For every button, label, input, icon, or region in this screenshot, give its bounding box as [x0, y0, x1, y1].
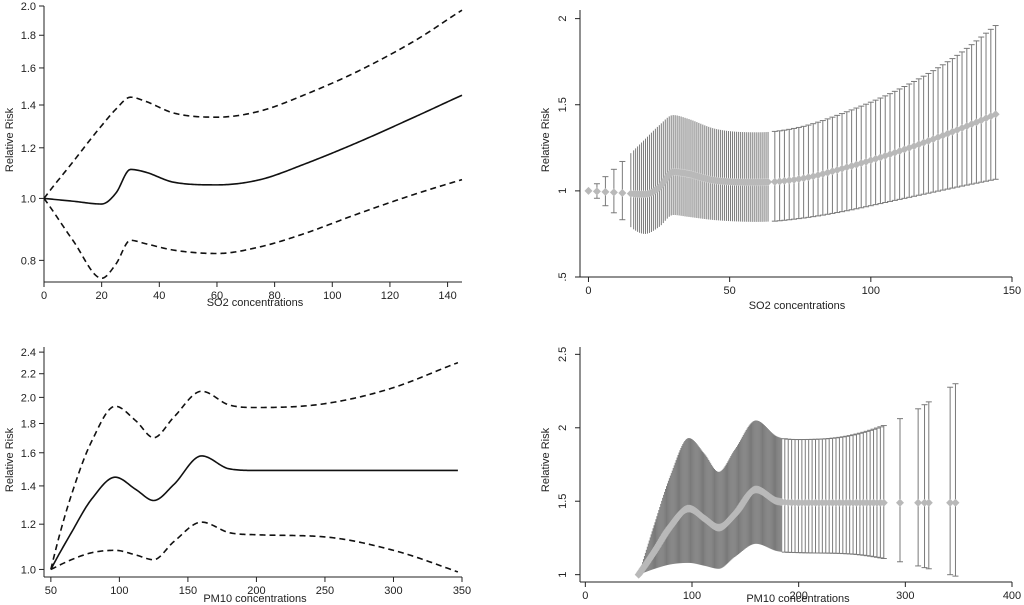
estimate-marker — [914, 498, 923, 507]
y-tick-label: 1.8 — [21, 419, 36, 431]
x-tick-label: 20 — [96, 290, 108, 302]
y-tick-label: .5 — [557, 272, 569, 281]
y-tick-label: 1 — [557, 188, 569, 194]
estimate-marker — [958, 124, 967, 133]
y-axis-label: Relative Risk — [540, 107, 552, 172]
y-tick-label: 0.8 — [21, 255, 36, 267]
estimate-marker — [879, 498, 888, 507]
y-tick-label: 1.6 — [21, 448, 36, 460]
y-tick-label: 2 — [557, 16, 569, 22]
x-tick-label: 200 — [247, 585, 265, 597]
y-axis-label: Relative Risk — [4, 427, 16, 492]
x-tick-label: 100 — [323, 290, 341, 302]
x-axis-label: PM10 concentrations — [746, 593, 850, 605]
y-tick-label: 1.5 — [557, 494, 569, 509]
y-tick-label: 1.2 — [21, 143, 36, 155]
estimate-marker — [982, 114, 991, 123]
y-tick-label: 2.0 — [21, 392, 36, 404]
y-tick-label: 1.2 — [21, 519, 36, 531]
y-tick-label: 1.6 — [21, 63, 36, 75]
estimate-marker — [896, 498, 904, 507]
x-axis-label: PM10 concentrations — [203, 593, 307, 605]
estimate-marker — [886, 150, 895, 159]
estimate-marker — [951, 498, 960, 507]
y-tick-label: 1 — [557, 572, 569, 578]
x-tick-label: 40 — [153, 290, 165, 302]
estimate-marker — [601, 187, 610, 196]
y-tick-label: 1.4 — [21, 100, 36, 112]
estimate-marker — [770, 177, 779, 186]
y-tick-label: 1.0 — [21, 564, 36, 576]
estimate-marker — [924, 498, 933, 507]
estimate-marker — [609, 188, 618, 197]
estimate-marker — [592, 187, 601, 196]
so2-ci-chart: Relative Risk SO2 concentrations .5 1 1.5 2… — [540, 10, 1021, 312]
x-tick-label: 150 — [1003, 285, 1021, 297]
y-axis-label: Relative Risk — [540, 427, 552, 492]
y-tick-label: 2 — [557, 425, 569, 431]
lower-ci-line — [50, 521, 459, 573]
estimate-marker — [948, 127, 957, 136]
y-tick-label: 2.5 — [557, 347, 569, 362]
estimate-marker — [618, 188, 627, 197]
x-tick-label: 80 — [268, 290, 280, 302]
upper-ci-line — [50, 361, 459, 570]
estimate-marker — [862, 157, 871, 166]
so2-line-chart: Relative Risk SO2 concentrations 0.8 1.0 1… — [4, 1, 463, 309]
estimate-marker — [584, 186, 593, 195]
y-tick-label: 2.0 — [21, 1, 36, 13]
x-tick-label: 250 — [316, 585, 334, 597]
x-tick-label: 0 — [582, 590, 588, 602]
x-tick-label: 100 — [110, 585, 128, 597]
x-tick-label: 300 — [384, 585, 402, 597]
x-tick-label: 100 — [683, 590, 701, 602]
pm10-ci-chart: Relative Risk PM10 concentrations 1 1.5 2 2… — [540, 347, 1021, 605]
estimate-marker — [910, 142, 919, 151]
estimate-marker — [790, 175, 799, 184]
estimate-marker — [838, 164, 847, 173]
estimate-marker — [775, 177, 784, 186]
y-axis-label: Relative Risk — [4, 107, 16, 172]
y-tick-label: 1.5 — [557, 97, 569, 112]
estimate-marker — [764, 178, 773, 187]
upper-ci-line — [43, 9, 463, 199]
x-tick-label: 300 — [896, 590, 914, 602]
x-tick-label: 50 — [45, 585, 57, 597]
estimate-line — [43, 94, 463, 205]
estimate-marker — [659, 178, 668, 187]
x-tick-label: 200 — [789, 590, 807, 602]
estimate-marker — [814, 171, 823, 180]
y-tick-label: 1.4 — [21, 481, 36, 493]
estimate-marker — [946, 498, 955, 507]
estimate-marker — [785, 176, 794, 185]
estimate-marker — [655, 183, 664, 192]
x-tick-label: 120 — [381, 290, 399, 302]
y-tick-label: 1.8 — [21, 30, 36, 42]
x-axis-label: SO2 concentrations — [207, 297, 304, 309]
y-tick-label: 1.0 — [21, 193, 36, 205]
x-tick-label: 50 — [724, 285, 736, 297]
estimate-marker — [991, 110, 1000, 119]
x-tick-label: 350 — [453, 585, 471, 597]
pm10-line-chart: Relative Risk PM10 concentrations 1.0 1.2… — [4, 347, 471, 605]
x-tick-label: 0 — [41, 290, 47, 302]
y-tick-label: 2.4 — [21, 347, 36, 359]
x-tick-label: 140 — [438, 290, 456, 302]
x-tick-label: 400 — [1003, 590, 1021, 602]
y-tick-label: 2.2 — [21, 369, 36, 381]
estimate-line — [50, 455, 458, 570]
x-tick-label: 60 — [211, 290, 223, 302]
lower-ci-line — [43, 178, 463, 280]
estimate-marker — [780, 176, 789, 185]
x-tick-label: 0 — [585, 285, 591, 297]
estimate-marker — [934, 133, 943, 142]
x-tick-label: 100 — [862, 285, 880, 297]
x-axis-label: SO2 concentrations — [749, 300, 846, 312]
estimate-marker — [663, 172, 672, 181]
x-tick-label: 150 — [179, 585, 197, 597]
estimate-marker — [920, 498, 929, 507]
